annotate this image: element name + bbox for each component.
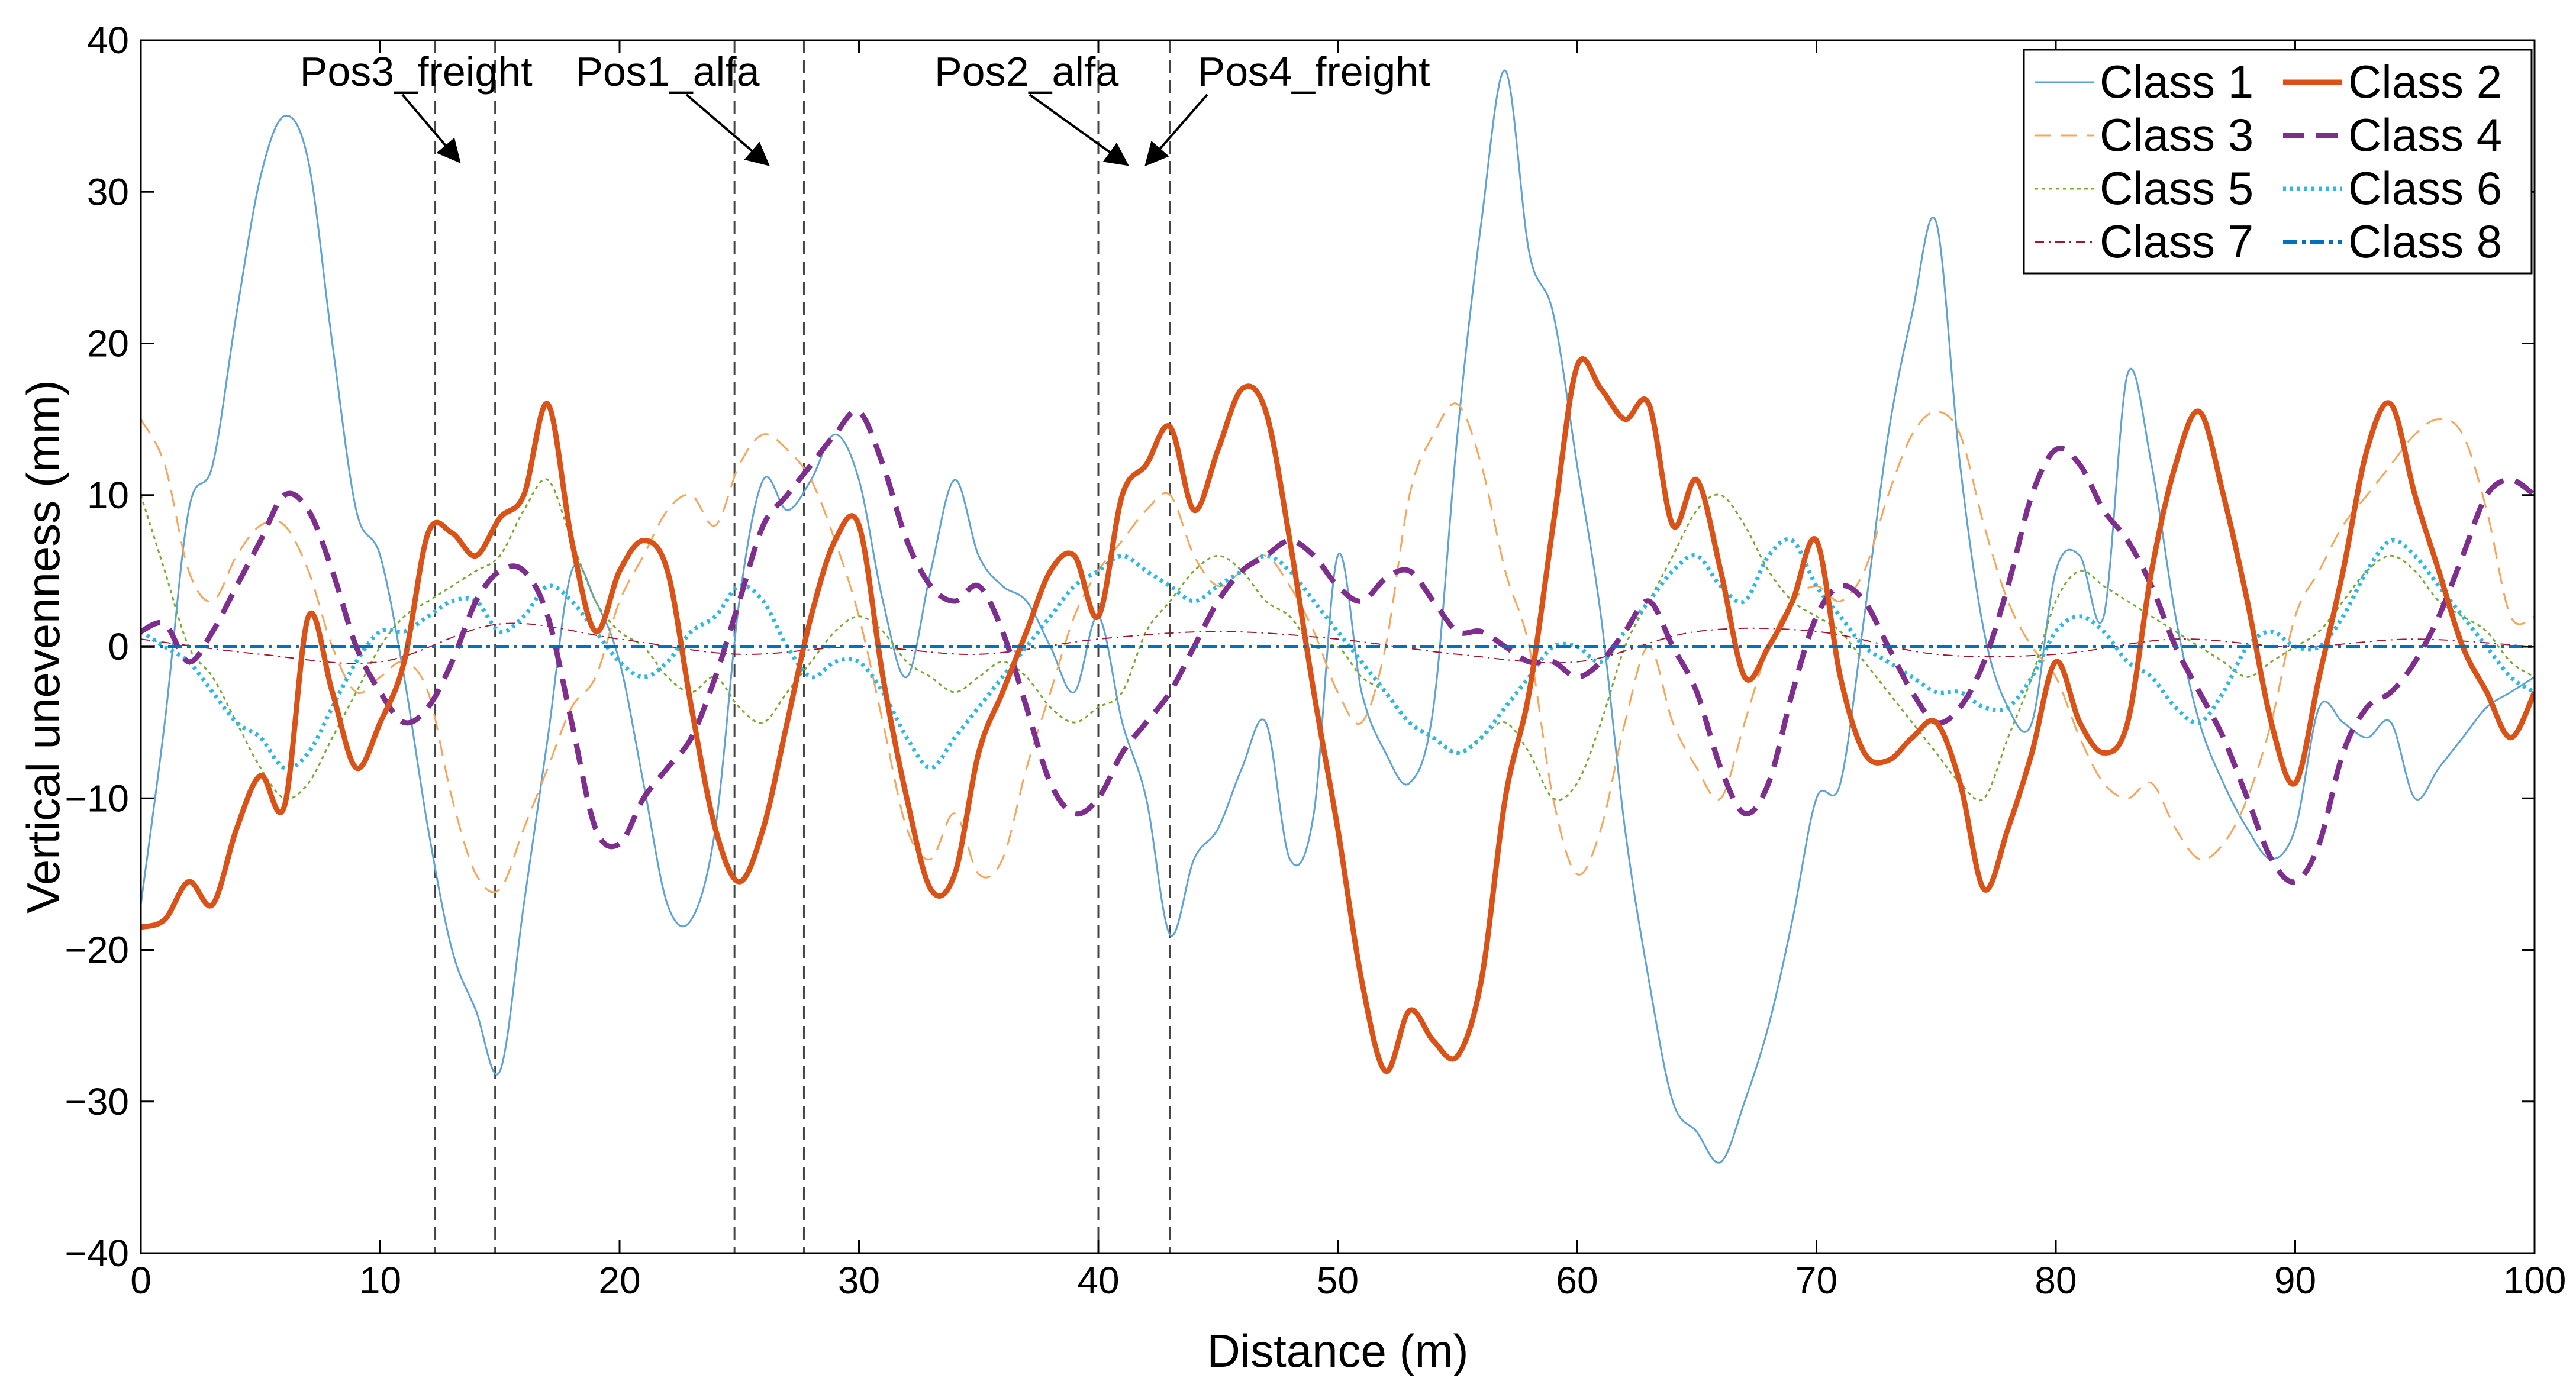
x-tick-label: 100 (2503, 1259, 2567, 1302)
annotation-label: Pos2_alfa (934, 49, 1118, 95)
annotation-arrow (685, 93, 770, 166)
y-axis-title: Vertical unevenness (mm) (17, 380, 69, 914)
y-tick-label: −40 (65, 1232, 129, 1274)
x-tick-label: 30 (838, 1259, 880, 1302)
legend-label: Class 2 (2348, 56, 2502, 108)
annotation-arrow (1029, 93, 1129, 166)
x-tick-label: 50 (1317, 1259, 1359, 1302)
y-tick-label: 40 (87, 19, 129, 62)
annotations: Pos3_freight Pos1_alfa Pos2_alfa Pos4_freig… (300, 49, 1430, 167)
annotation-label: Pos1_alfa (575, 49, 759, 95)
y-tick-label: −30 (65, 1080, 129, 1123)
y-tick-label: −10 (65, 777, 129, 819)
x-tick-label: 90 (2274, 1259, 2316, 1302)
series-line-class-5 (141, 478, 2535, 802)
y-tick-label: 30 (87, 170, 129, 213)
x-tick-label: 20 (598, 1259, 640, 1302)
x-axis-title: Distance (m) (1207, 1325, 1468, 1377)
x-tick-label: 0 (130, 1259, 151, 1302)
legend-box (2023, 49, 2533, 275)
x-tick-label: 40 (1077, 1259, 1119, 1302)
x-tick-label: 60 (1556, 1259, 1598, 1302)
annotation-arrow (401, 93, 461, 164)
y-tick-label: −20 (65, 929, 129, 972)
series-line-class-2 (141, 356, 2535, 1074)
annotation-label: Pos4_freight (1198, 49, 1430, 95)
x-tick-label: 80 (2035, 1259, 2077, 1302)
legend-label: Class 5 (2100, 162, 2253, 214)
legend-label: Class 1 (2100, 56, 2253, 108)
series-lines (141, 69, 2535, 1164)
x-tick-label: 70 (1795, 1259, 1837, 1302)
legend-label: Class 8 (2348, 215, 2502, 267)
series-line-class-3 (141, 402, 2535, 893)
legend-label: Class 7 (2100, 215, 2253, 267)
axis-ticks: 0 10 20 30 40 50 60 70 80 90 100 −40 −30 −20 −10 0 10 20 3… (65, 19, 2566, 1302)
y-tick-label: 0 (108, 625, 129, 668)
series-line-class-1 (141, 69, 2535, 1164)
legend-label: Class 6 (2348, 162, 2502, 214)
x-tick-label: 10 (359, 1259, 401, 1302)
legend-label: Class 4 (2348, 109, 2502, 161)
y-tick-label: 20 (87, 322, 129, 365)
legend-label: Class 3 (2100, 109, 2253, 161)
annotation-label: Pos3_freight (300, 49, 533, 95)
series-line-class-7 (141, 622, 2535, 664)
series-line-class-4 (141, 408, 2535, 885)
y-tick-label: 10 (87, 474, 129, 517)
annotation-arrow (1144, 93, 1208, 167)
